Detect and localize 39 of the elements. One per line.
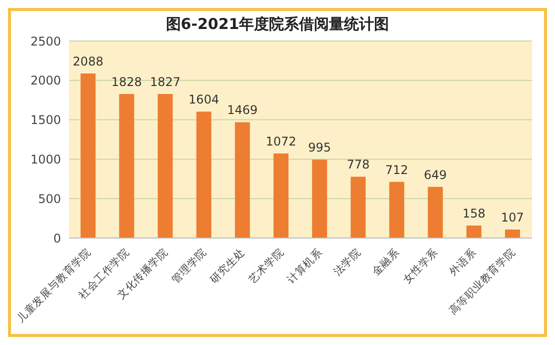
data-label: 158 — [462, 206, 486, 221]
bar — [119, 94, 134, 238]
x-tick-label: 女性学系 — [400, 246, 440, 286]
data-label: 1469 — [227, 103, 258, 118]
bar — [158, 94, 173, 238]
data-label: 1604 — [188, 92, 220, 107]
x-tick-label: 艺术学院 — [246, 246, 286, 286]
data-label: 107 — [501, 210, 524, 225]
bar — [234, 122, 250, 238]
x-tick-label: 研究生处 — [207, 246, 248, 286]
chart-title: 图6-2021年度院系借阅量统计图 — [164, 14, 390, 35]
bar — [389, 182, 404, 238]
bar — [273, 154, 288, 238]
bar — [312, 160, 328, 238]
data-label: 712 — [385, 162, 408, 177]
data-label: 778 — [346, 158, 370, 172]
data-label: 995 — [308, 140, 332, 155]
y-tick-label: 0 — [53, 231, 61, 246]
bar — [196, 112, 212, 238]
data-label: 1827 — [150, 75, 181, 90]
bar — [428, 186, 443, 238]
data-label: 649 — [424, 168, 447, 182]
y-tick-label: 1000 — [30, 152, 61, 166]
data-label: 2088 — [72, 54, 104, 68]
y-tick-label: 2000 — [30, 74, 61, 88]
data-label: 1072 — [266, 134, 296, 149]
y-tick-label: 500 — [38, 192, 61, 206]
x-tick-label: 金融系 — [369, 246, 402, 278]
bar — [466, 226, 482, 238]
data-label: 1828 — [111, 74, 142, 89]
bar — [350, 176, 366, 238]
bar — [504, 230, 520, 238]
x-tick-label: 管理学院 — [168, 246, 209, 286]
x-tick-label: 外语系 — [446, 246, 480, 278]
x-tick-label: 计算机系 — [284, 246, 325, 286]
bar — [80, 73, 96, 238]
x-tick-label: 法学院 — [330, 246, 364, 278]
y-tick-label: 1500 — [30, 113, 61, 128]
y-tick-label: 2500 — [30, 34, 61, 48]
